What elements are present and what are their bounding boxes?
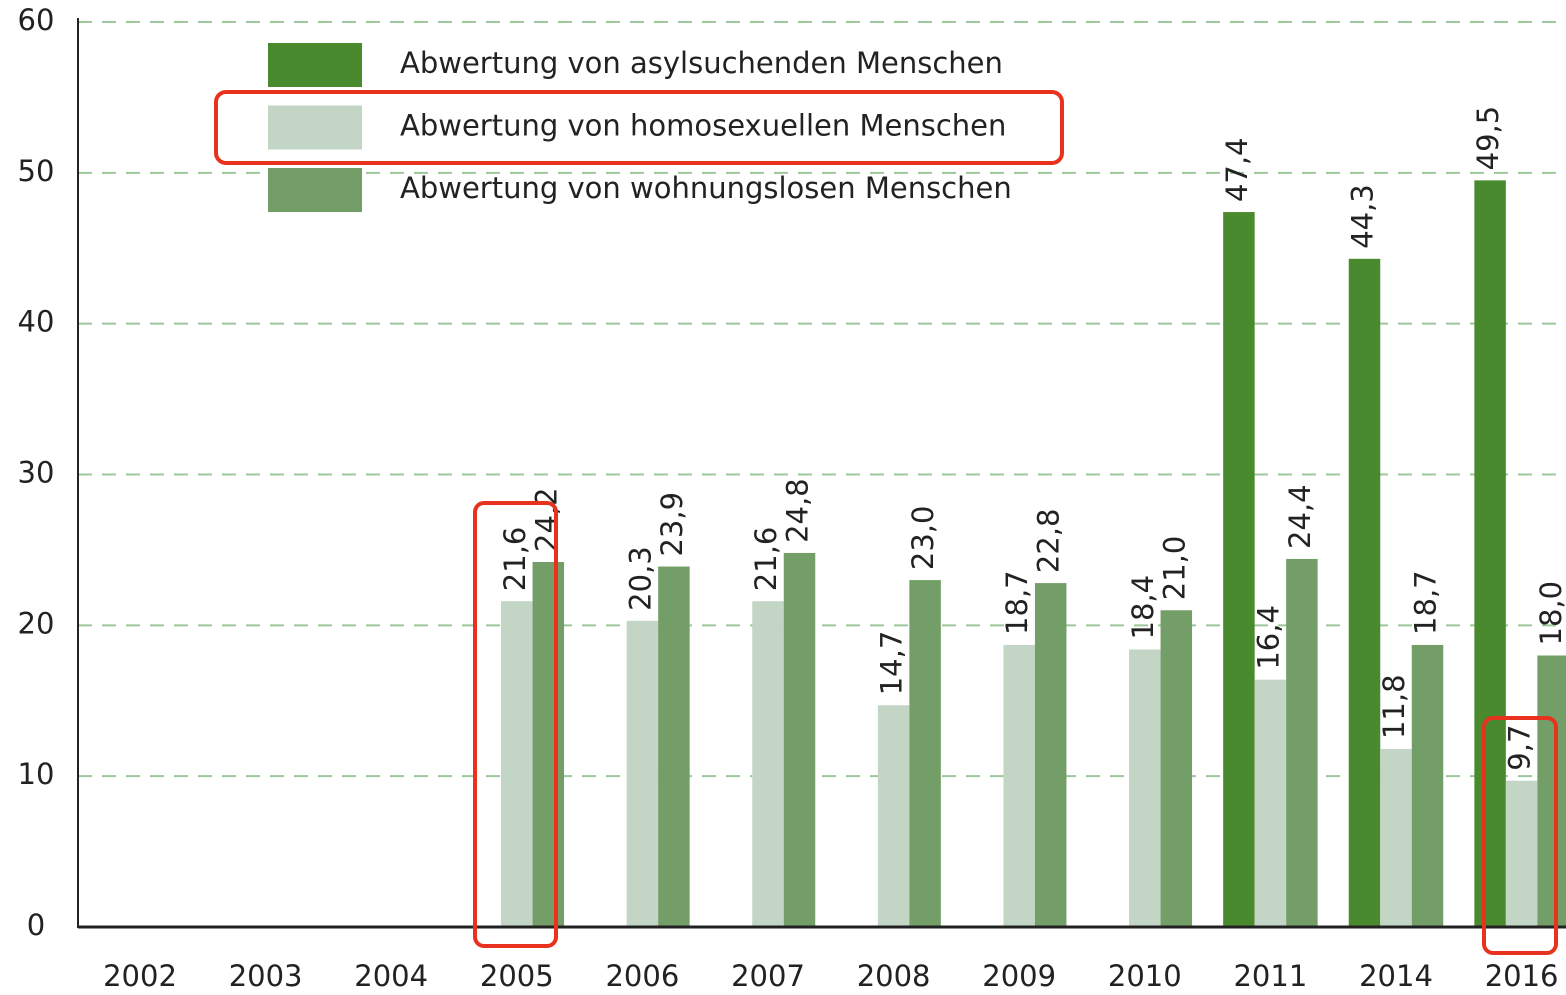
bar [752,601,784,927]
value-label: 49,5 [1471,106,1505,171]
value-label: 21,6 [749,527,783,592]
value-label: 47,4 [1220,137,1254,202]
y-tick-label: 0 [27,908,45,942]
bar [1348,258,1381,927]
x-tick-label: 2011 [1233,959,1307,993]
x-tick-label: 2007 [731,959,805,993]
highlight-box [214,90,1064,165]
bar [783,552,816,927]
value-label: 18,7 [1000,570,1034,635]
highlight-box [473,501,558,948]
grid-layer [78,21,1566,778]
value-label: 24,8 [781,478,815,543]
bar [626,620,659,927]
x-tick-label: 2016 [1485,959,1559,993]
x-tick-label: 2002 [103,959,177,993]
y-tick-label: 60 [18,3,55,37]
bar [501,601,533,927]
bar [1411,644,1444,927]
value-label: 16,4 [1251,605,1285,670]
x-tick-label: 2005 [480,959,554,993]
x-tick-label: 2006 [605,959,679,993]
bar [1537,655,1566,927]
bar [532,561,565,927]
bar [1286,558,1318,927]
value-label: 21,6 [498,527,532,592]
legend-swatch [268,168,362,212]
bar [1223,212,1255,928]
legend-label: Abwertung von asylsuchenden Menschen [400,46,1003,80]
y-tick-label: 20 [18,606,55,640]
value-label: 22,8 [1032,509,1066,574]
value-label: 44,3 [1346,184,1380,249]
bar [1003,644,1035,927]
x-tick-label: 2003 [229,959,303,993]
y-tick-label: 10 [18,757,55,791]
bars-layer [501,180,1566,928]
value-label: 23,9 [655,492,689,557]
bar [1505,780,1538,927]
value-label: 24,4 [1283,484,1317,549]
bar [1129,649,1161,927]
legend-label: Abwertung von wohnungslosen Menschen [400,171,1012,205]
bar [1160,610,1193,927]
value-label: 18,4 [1126,575,1160,640]
y-tick-label: 50 [18,154,55,188]
legend-swatch [268,43,362,87]
bar [658,566,690,927]
value-label: 20,3 [623,546,657,611]
value-label: 21,0 [1157,536,1191,601]
highlight-box [1482,716,1558,955]
x-tick-label: 2008 [857,959,931,993]
value-label: 11,8 [1377,674,1411,739]
value-label: 9,7 [1503,725,1537,771]
y-tick-label: 30 [18,456,55,490]
legend-swatch [268,105,362,150]
x-tick-label: 2004 [354,959,428,993]
bar [1474,180,1506,927]
bar [877,705,910,927]
value-label: 18,0 [1534,581,1566,646]
legend-label: Abwertung von homosexuellen Menschen [400,109,1006,143]
bar [909,580,941,927]
bar [1380,749,1412,927]
x-tick-label: 2014 [1359,959,1433,993]
x-tick-label: 2009 [982,959,1056,993]
x-tick-label: 2010 [1108,959,1182,993]
bar [1034,583,1067,927]
value-label: 18,7 [1409,570,1443,635]
value-label: 14,7 [875,631,909,696]
y-tick-label: 40 [18,305,55,339]
value-label: 24,2 [529,487,563,552]
bar [1254,679,1287,927]
value-label: 23,0 [906,506,940,571]
